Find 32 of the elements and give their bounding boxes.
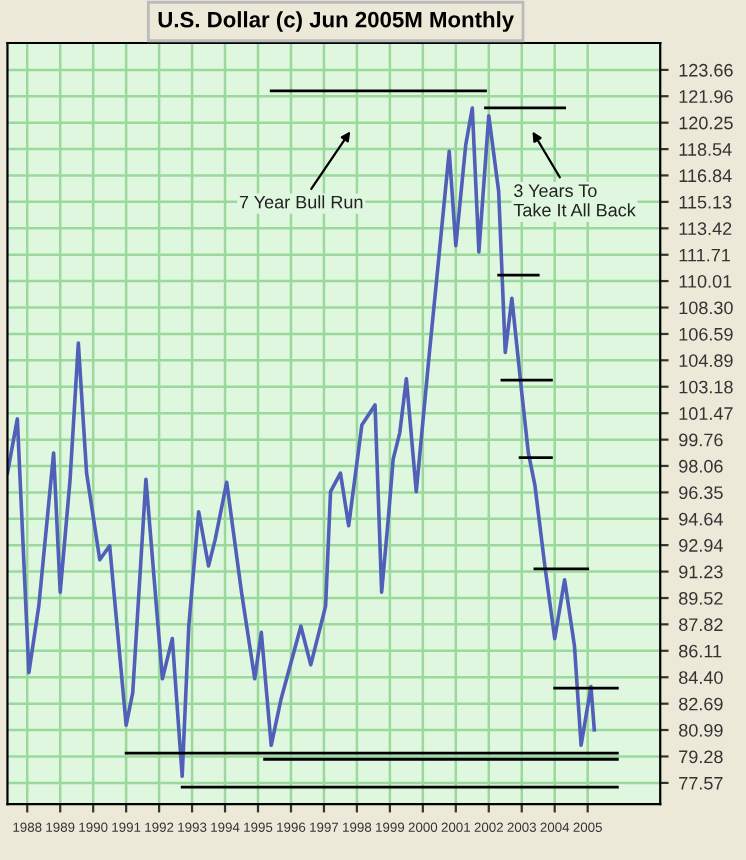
- y-tick-label: 77.57: [679, 777, 723, 790]
- y-tick-label: 99.76: [679, 433, 723, 447]
- y-tick-label: 91.23: [679, 565, 723, 579]
- y-tick-label: 118.54: [679, 143, 732, 156]
- y-tick-label: 116.84: [679, 169, 732, 183]
- line-series: [7, 106, 597, 779]
- annotation: 7 Year Bull Run: [239, 195, 363, 209]
- y-tick-label: 123.66: [679, 63, 733, 77]
- y-tick-label: 79.28: [679, 750, 723, 764]
- y-tick-label: 108.30: [679, 301, 733, 315]
- chart-title: U.S. Dollar (c) Jun 2005M Monthly: [158, 11, 515, 32]
- y-tick-label: 104.89: [679, 354, 733, 367]
- y-tick-label: 115.13: [679, 195, 732, 209]
- y-tick-label: 101.47: [679, 407, 733, 420]
- y-tick-label: 120.25: [679, 116, 733, 130]
- y-tick-label: 94.64: [679, 512, 723, 526]
- y-tick-label: 103.18: [679, 380, 733, 394]
- y-tick-label: 80.99: [679, 723, 723, 737]
- y-tick-label: 82.69: [679, 697, 723, 711]
- y-tick-label: 98.06: [679, 459, 723, 473]
- y-tick-label: 110.01: [679, 275, 732, 288]
- y-tick-label: 89.52: [679, 591, 723, 605]
- y-tick-label: 84.40: [679, 671, 723, 684]
- y-tick-label: 86.11: [679, 644, 722, 658]
- y-tick-label: 92.94: [679, 539, 723, 552]
- y-tick-label: 87.82: [679, 618, 723, 632]
- y-tick-label: 113.42: [679, 222, 732, 236]
- y-tick-label: 121.96: [679, 90, 733, 103]
- annotation: 3 Years To Take It All Back: [513, 184, 636, 217]
- y-tick-label: 106.59: [679, 327, 733, 341]
- y-tick-label: 96.35: [679, 486, 723, 500]
- y-tick-label: 111.71: [679, 248, 730, 262]
